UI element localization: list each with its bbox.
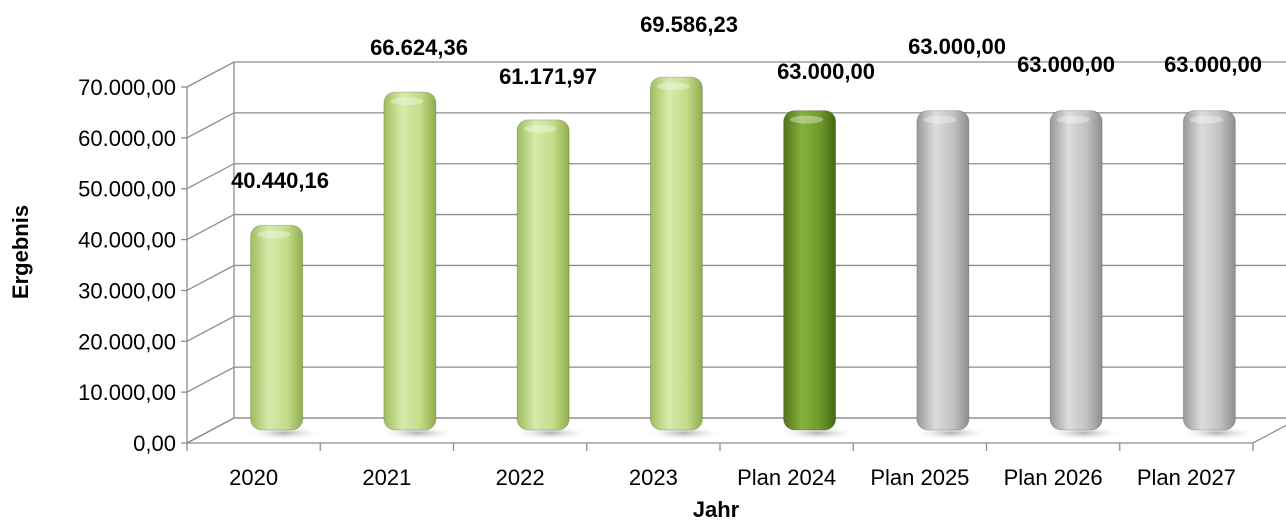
gridlines: [186, 61, 1286, 444]
gridline: [186, 112, 1286, 139]
axes: [181, 62, 1286, 451]
x-tick-label: 2022: [496, 465, 545, 490]
bar: [916, 110, 970, 431]
bar-highlight: [789, 115, 824, 124]
bar: [649, 76, 703, 431]
data-label: 61.171,97: [499, 64, 597, 89]
x-tick-label: 2021: [362, 465, 411, 490]
y-tick-label: 30.000,00: [78, 278, 176, 303]
bar-highlight: [523, 124, 557, 133]
gridline: [186, 61, 1286, 88]
y-tick-label: 40.000,00: [78, 228, 176, 253]
data-label: 63.000,00: [1017, 52, 1115, 77]
data-label: 66.624,36: [370, 35, 468, 60]
bar: [1049, 110, 1103, 431]
y-axis-title: Ergebnis: [8, 205, 33, 299]
bar-highlight: [923, 115, 957, 124]
x-tick-label: Plan 2027: [1137, 465, 1236, 490]
data-label: 69.586,23: [640, 12, 738, 37]
bar: [783, 110, 837, 431]
x-axis-title: Jahr: [693, 497, 740, 522]
x-tick-label: Plan 2025: [870, 465, 969, 490]
y-tick-label: 0,00: [133, 431, 176, 456]
bar-highlight: [256, 230, 291, 239]
bar: [383, 91, 437, 431]
bar-highlight: [656, 82, 691, 91]
gridline: [186, 163, 1286, 190]
labels: 0,00 10.000,00 20.000,00 30.000,00 40.000,00…: [78, 12, 1262, 490]
x-tick-label: Plan 2026: [1004, 465, 1103, 490]
gridline: [186, 417, 1286, 444]
gridline: [186, 264, 1286, 292]
data-label: 63.000,00: [908, 34, 1006, 59]
x-tick-label: 2020: [229, 465, 278, 490]
data-label: 63.000,00: [777, 59, 875, 84]
bar-highlight: [1056, 115, 1090, 124]
bar: [516, 119, 570, 431]
bars: [245, 76, 1257, 440]
floor-plane: [186, 417, 1286, 444]
bar-highlight: [390, 97, 424, 106]
bar: [1182, 110, 1236, 431]
y-tick-label: 50.000,00: [78, 177, 176, 202]
x-tick-label: 2023: [629, 465, 678, 490]
y-tick-label: 10.000,00: [78, 380, 176, 405]
bar-highlight: [1189, 115, 1224, 124]
y-tick-label: 20.000,00: [78, 329, 176, 354]
x-tick-label: Plan 2024: [737, 465, 836, 490]
bar: [250, 224, 304, 431]
gridline: [186, 366, 1286, 393]
gridline: [186, 315, 1286, 342]
y-tick-label: 70.000,00: [78, 75, 176, 100]
y-tick-label: 60.000,00: [78, 126, 176, 151]
data-label: 40.440,16: [231, 168, 329, 193]
data-label: 63.000,00: [1164, 52, 1262, 77]
gridline: [186, 213, 1286, 241]
